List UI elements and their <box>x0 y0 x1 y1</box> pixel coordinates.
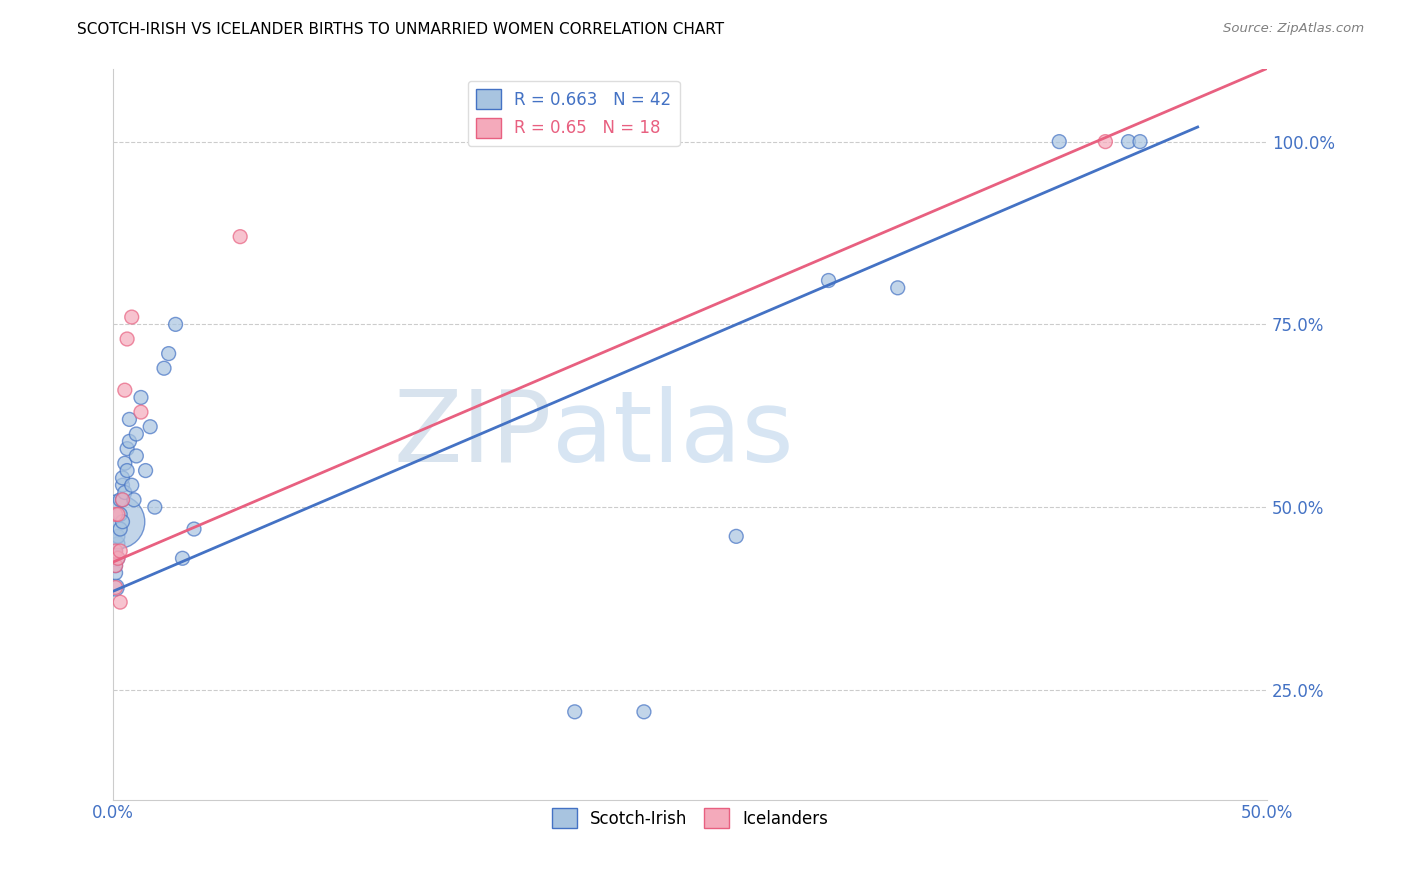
Point <box>564 705 586 719</box>
Point <box>107 508 129 522</box>
Point <box>108 595 131 609</box>
Point <box>107 515 129 529</box>
Point <box>887 281 910 295</box>
Point <box>129 405 152 419</box>
Point <box>118 434 141 449</box>
Point <box>108 492 131 507</box>
Point <box>108 522 131 536</box>
Point <box>172 551 194 566</box>
Point <box>817 273 839 287</box>
Point <box>633 705 655 719</box>
Point <box>1094 135 1116 149</box>
Text: SCOTCH-IRISH VS ICELANDER BIRTHS TO UNMARRIED WOMEN CORRELATION CHART: SCOTCH-IRISH VS ICELANDER BIRTHS TO UNMA… <box>77 22 724 37</box>
Point <box>104 558 127 573</box>
Point <box>107 529 129 543</box>
Point <box>111 515 134 529</box>
Point <box>114 383 136 397</box>
Point <box>115 442 138 456</box>
Point <box>107 551 129 566</box>
Point <box>165 318 187 332</box>
Point <box>725 529 748 543</box>
Point <box>114 485 136 500</box>
Point <box>157 346 180 360</box>
Point <box>229 229 252 244</box>
Point <box>104 544 127 558</box>
Point <box>108 508 131 522</box>
Point <box>104 544 127 558</box>
Point <box>115 332 138 346</box>
Point <box>114 456 136 470</box>
Legend: Scotch-Irish, Icelanders: Scotch-Irish, Icelanders <box>546 801 835 835</box>
Point <box>107 536 129 550</box>
Point <box>118 412 141 426</box>
Point <box>125 427 148 442</box>
Point <box>104 558 127 573</box>
Point <box>135 464 157 478</box>
Point <box>104 508 127 522</box>
Text: atlas: atlas <box>551 385 793 483</box>
Text: Source: ZipAtlas.com: Source: ZipAtlas.com <box>1223 22 1364 36</box>
Point <box>107 551 129 566</box>
Text: ZIP: ZIP <box>394 385 551 483</box>
Point <box>115 464 138 478</box>
Point <box>104 566 127 580</box>
Point <box>108 544 131 558</box>
Point <box>111 471 134 485</box>
Point <box>1118 135 1140 149</box>
Point <box>121 310 143 324</box>
Point <box>1047 135 1070 149</box>
Point <box>129 391 152 405</box>
Point <box>125 449 148 463</box>
Point <box>104 581 127 595</box>
Point <box>183 522 205 536</box>
Point <box>143 500 166 515</box>
Point <box>111 492 134 507</box>
Point <box>139 419 162 434</box>
Point <box>1129 135 1152 149</box>
Point <box>104 581 127 595</box>
Point <box>122 492 145 507</box>
Point <box>153 361 176 376</box>
Point <box>111 492 134 507</box>
Point <box>111 478 134 492</box>
Point <box>121 478 143 492</box>
